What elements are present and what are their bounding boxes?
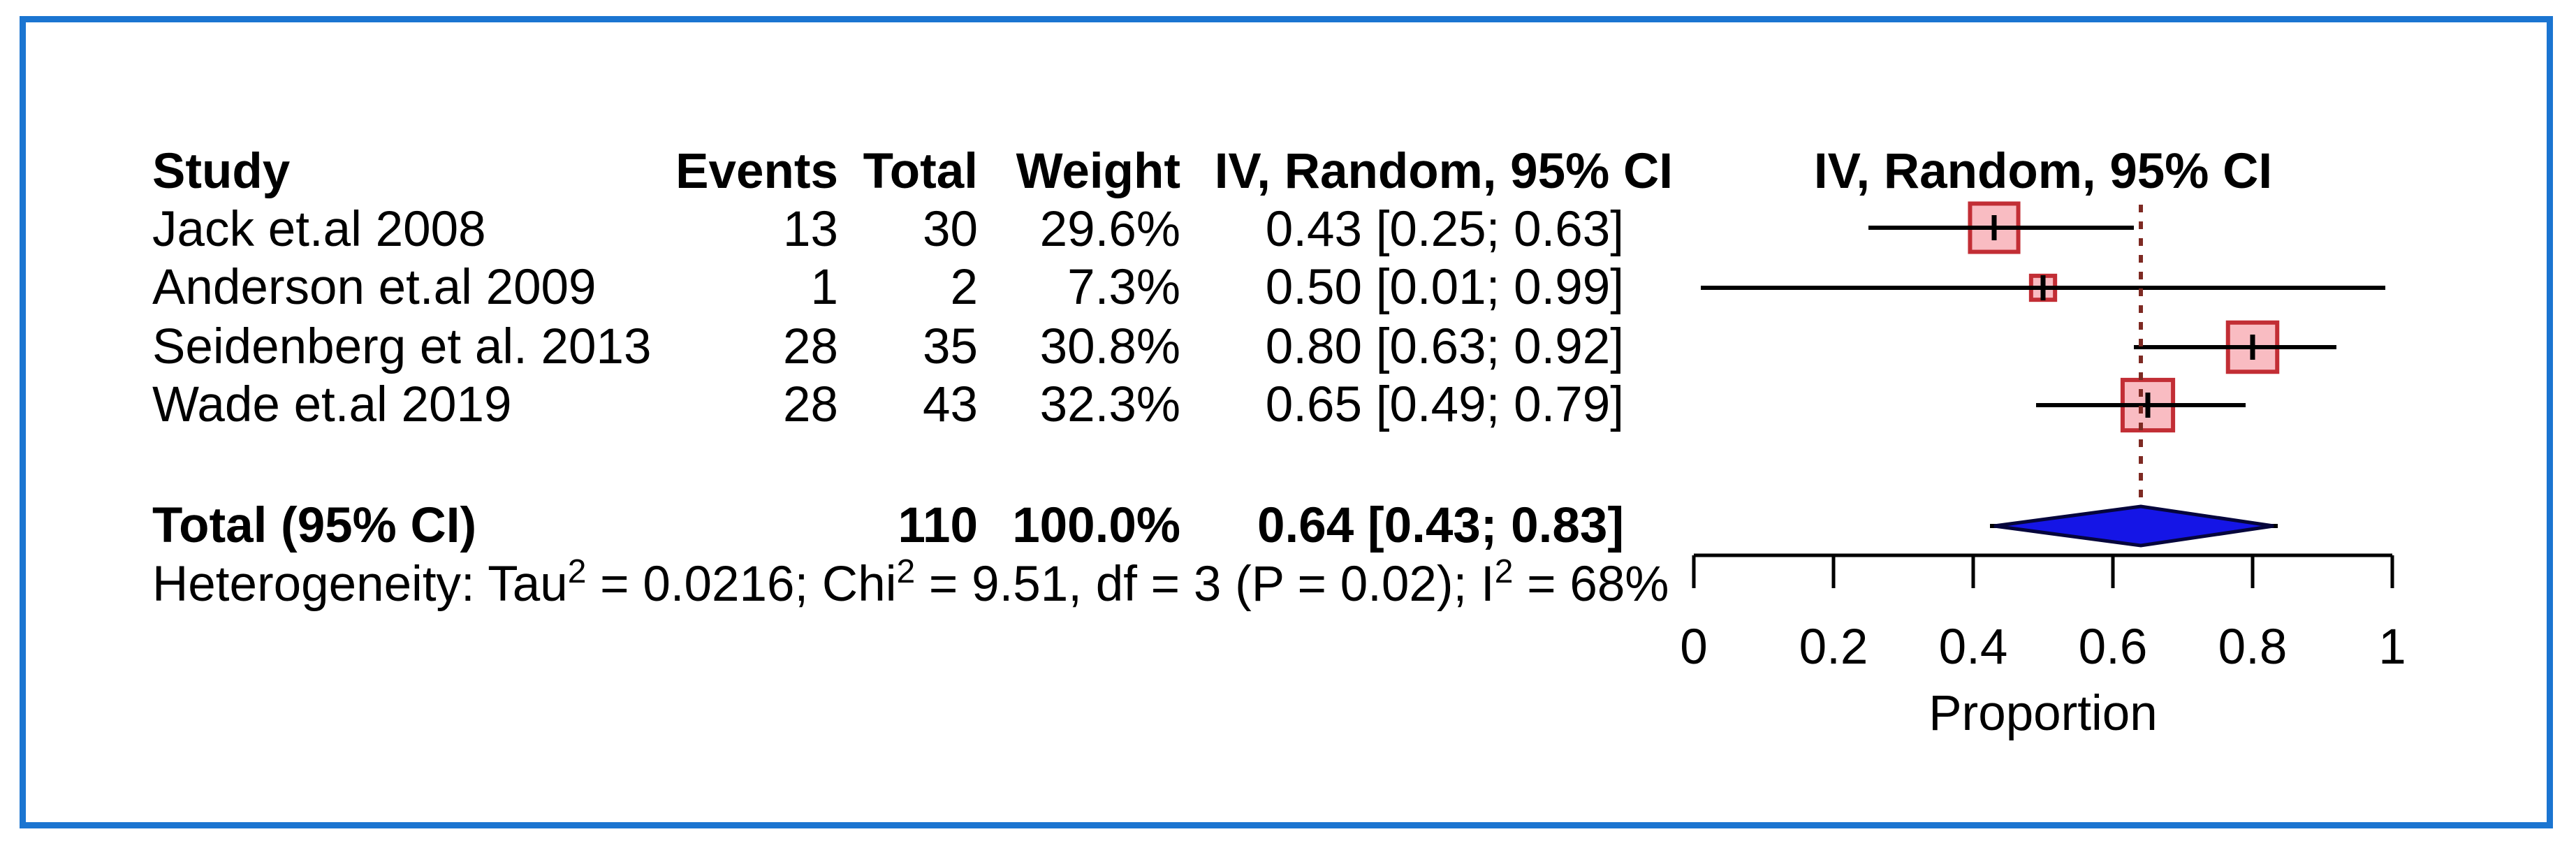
x-axis-tick-label: 0: [1680, 620, 1708, 675]
heterogeneity-part: Heterogeneity: Tau: [152, 557, 568, 612]
superscript: 2: [1494, 553, 1514, 590]
ci-cell: 0.80 [0.63; 0.92]: [1265, 319, 1624, 374]
heterogeneity-part: = 0.0216; Chi: [586, 557, 897, 612]
total-weight-cell: 100.0%: [1012, 498, 1180, 553]
study-name-cell: Anderson et.al 2009: [152, 260, 597, 315]
ci-cell: 0.65 [0.49; 0.79]: [1265, 377, 1624, 432]
x-axis-tick-label: 0.4: [1939, 620, 2008, 675]
total-cell: 30: [923, 202, 978, 257]
column-header-ci: IV, Random, 95% CI: [1214, 144, 1673, 199]
column-header-events: Events: [675, 144, 838, 199]
x-axis-tick-label: 0.2: [1799, 620, 1868, 675]
events-cell: 13: [783, 202, 838, 257]
total-ci-cell: 0.64 [0.43; 0.83]: [1257, 498, 1624, 553]
study-name-cell: Jack et.al 2008: [152, 202, 486, 257]
weight-cell: 32.3%: [1039, 377, 1180, 432]
ci-cell: 0.43 [0.25; 0.63]: [1265, 202, 1624, 257]
ci-cell: 0.50 [0.01; 0.99]: [1265, 260, 1624, 315]
weight-cell: 29.6%: [1039, 202, 1180, 257]
study-name-cell: Wade et.al 2019: [152, 377, 512, 432]
pooled-diamond: [1993, 504, 2274, 548]
total-n-cell: 110: [898, 498, 978, 553]
x-axis-tick-label: 0.6: [2079, 620, 2148, 675]
study-name-cell: Seidenberg et al. 2013: [152, 319, 652, 374]
heterogeneity-part: = 68%: [1513, 557, 1669, 612]
x-axis-tick-label: 0.8: [2218, 620, 2288, 675]
superscript: 2: [896, 553, 916, 590]
events-cell: 28: [783, 377, 838, 432]
total-label: Total (95% CI): [152, 498, 477, 553]
x-axis-title: Proportion: [1929, 686, 2158, 741]
column-header-weight: Weight: [1016, 144, 1180, 199]
column-header-study: Study: [152, 144, 291, 199]
heterogeneity-part: = 9.51, df = 3 (P = 0.02); I: [915, 557, 1495, 612]
outer-frame: [20, 16, 2553, 828]
total-cell: 2: [950, 260, 979, 315]
events-cell: 28: [783, 319, 838, 374]
superscript: 2: [567, 553, 587, 590]
total-cell: 35: [923, 319, 978, 374]
x-axis-tick-label: 1: [2378, 620, 2406, 675]
total-cell: 43: [923, 377, 978, 432]
column-header-total: Total: [863, 144, 978, 199]
heterogeneity-text: Heterogeneity: Tau2 = 0.0216; Chi2 = 9.5…: [152, 553, 1669, 614]
events-cell: 1: [810, 260, 839, 315]
plot-column-header: IV, Random, 95% CI: [1813, 144, 2273, 199]
weight-cell: 30.8%: [1039, 319, 1180, 374]
weight-cell: 7.3%: [1067, 260, 1180, 315]
